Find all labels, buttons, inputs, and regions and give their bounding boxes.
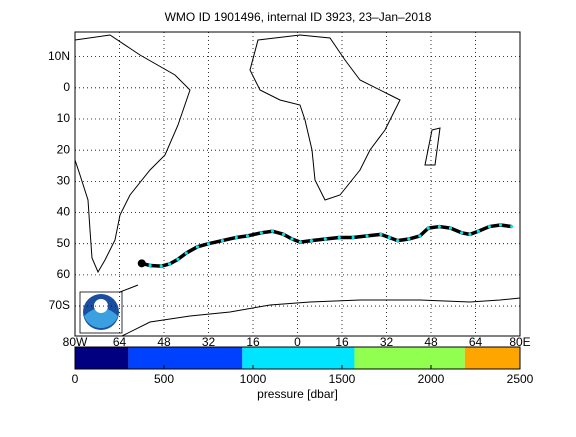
lat-tick-label: 50 bbox=[57, 236, 71, 250]
lon-tick-label: 16 bbox=[246, 335, 260, 349]
profile-marker bbox=[220, 238, 225, 243]
profile-marker bbox=[365, 234, 369, 238]
profile-marker bbox=[468, 232, 472, 236]
colorbar-segment bbox=[242, 347, 355, 369]
lat-tick-label: 10N bbox=[48, 49, 70, 63]
lat-tick-label: 30 bbox=[57, 174, 71, 188]
lat-tick-label: 20 bbox=[57, 142, 71, 156]
colorbar-tick-label: 1000 bbox=[240, 372, 267, 386]
lon-tick-label: 0 bbox=[294, 335, 301, 349]
profile-marker bbox=[148, 263, 152, 268]
profile-marker bbox=[379, 232, 383, 236]
profile-marker bbox=[259, 231, 263, 235]
profile-marker bbox=[298, 240, 302, 244]
title: WMO ID 1901496, internal ID 3923, 23–Jan… bbox=[165, 10, 432, 24]
profile-marker bbox=[167, 262, 172, 266]
profile-marker bbox=[159, 264, 163, 268]
profile-marker bbox=[195, 245, 199, 249]
profile-marker bbox=[309, 238, 314, 243]
profile-marker bbox=[270, 229, 275, 233]
profile-marker bbox=[426, 226, 430, 230]
colorbar-tick-label: 500 bbox=[154, 372, 174, 386]
start-marker bbox=[137, 259, 146, 268]
profile-marker bbox=[437, 224, 441, 229]
profile-marker bbox=[396, 238, 400, 243]
profile-marker bbox=[245, 234, 250, 238]
profile-marker bbox=[351, 235, 355, 240]
profile-marker bbox=[510, 224, 514, 229]
colorbar-tick-label: 1500 bbox=[329, 372, 356, 386]
profile-marker bbox=[323, 237, 327, 241]
profile-marker bbox=[387, 235, 391, 240]
lon-tick-label: 64 bbox=[469, 335, 483, 349]
colorbar-tick-label: 2500 bbox=[507, 372, 534, 386]
profile-marker bbox=[281, 232, 286, 236]
colorbar-tick-label: 0 bbox=[72, 372, 79, 386]
profile-marker bbox=[234, 235, 238, 240]
colorbar-segment bbox=[354, 347, 465, 369]
lat-tick-label: 40 bbox=[57, 205, 71, 219]
profile-marker bbox=[459, 231, 464, 235]
profile-marker bbox=[206, 242, 211, 246]
lat-tick-label: 60 bbox=[57, 267, 71, 281]
profile-marker bbox=[290, 237, 294, 241]
lon-tick-label: 80E bbox=[509, 335, 530, 349]
noaa-logo bbox=[79, 291, 123, 334]
colorbar-frame bbox=[74, 346, 521, 370]
colorbar-segment bbox=[128, 347, 243, 369]
profile-marker bbox=[184, 251, 188, 255]
lon-tick-label: 16 bbox=[335, 335, 349, 349]
lon-tick-label: 48 bbox=[157, 335, 171, 349]
lat-tick-label: 10 bbox=[57, 111, 71, 125]
lon-tick-label: 80W bbox=[63, 335, 88, 349]
colorbar-segment bbox=[464, 347, 520, 369]
profile-marker bbox=[176, 257, 180, 261]
profile-marker bbox=[448, 226, 453, 230]
lat-tick-label: 70S bbox=[49, 298, 70, 312]
lon-tick-label: 64 bbox=[113, 335, 127, 349]
lon-tick-label: 48 bbox=[424, 335, 438, 349]
lat-tick-label: 0 bbox=[63, 80, 70, 94]
lon-tick-label: 32 bbox=[380, 335, 394, 349]
profile-marker bbox=[418, 234, 422, 238]
colorbar-tick-label: 2000 bbox=[418, 372, 445, 386]
colorbar-label: pressure [dbar] bbox=[257, 387, 338, 401]
profile-marker bbox=[476, 229, 480, 233]
profile-marker bbox=[407, 237, 411, 241]
colorbar-segment bbox=[75, 347, 129, 369]
profile-marker bbox=[337, 235, 341, 240]
profile-marker bbox=[498, 223, 503, 227]
profile-marker bbox=[487, 224, 492, 229]
lon-tick-label: 32 bbox=[202, 335, 216, 349]
